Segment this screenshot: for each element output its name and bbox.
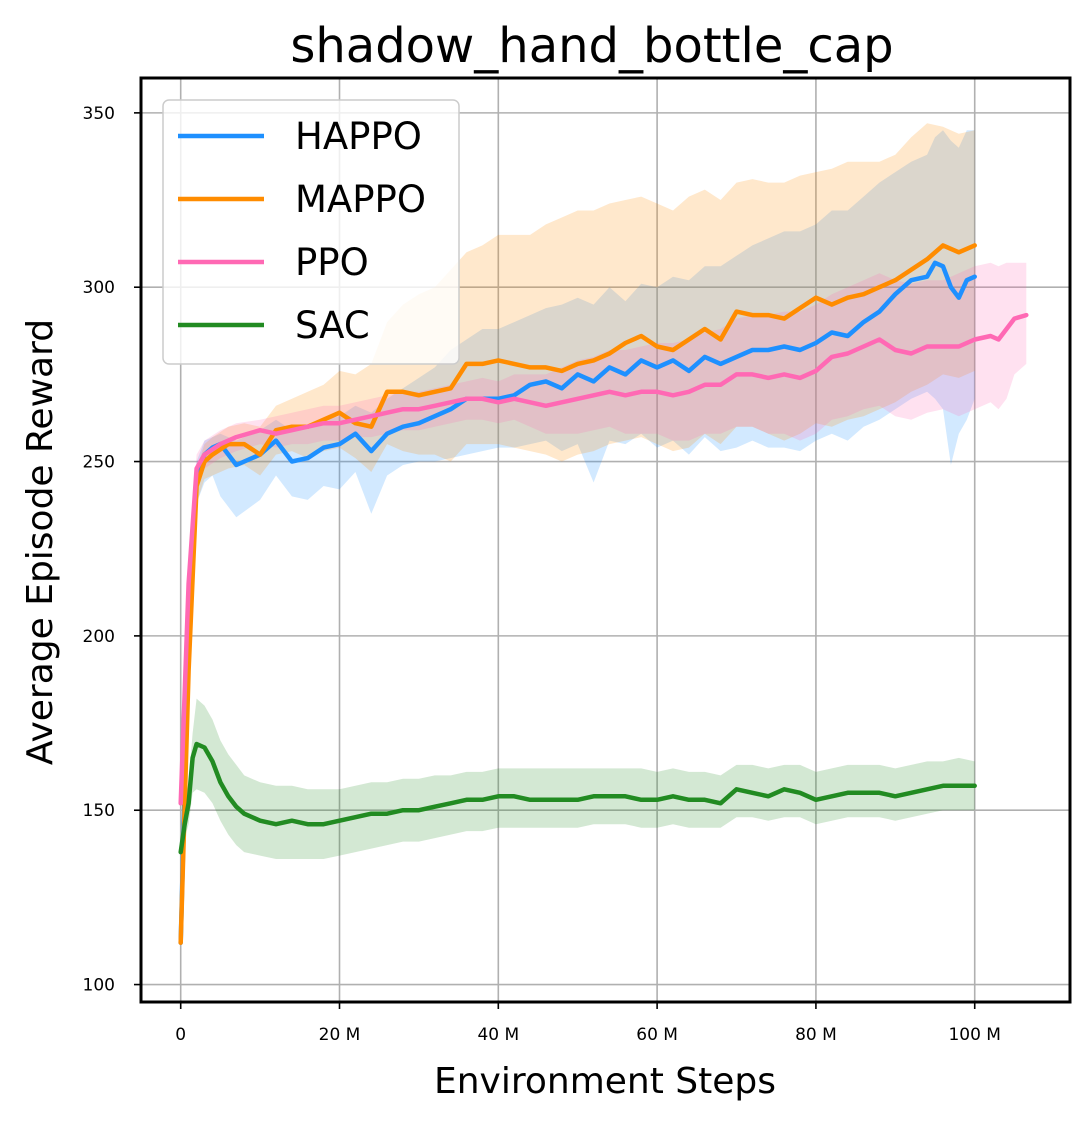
confidence-bands: [180, 123, 1027, 943]
grid-lines: [141, 78, 1070, 1002]
y-tick-label: 100: [83, 976, 115, 996]
y-axis-label: Average Episode Reward: [20, 319, 61, 765]
x-tick-label: 60 M: [636, 1025, 678, 1045]
x-axis-label: Environment Steps: [434, 1061, 776, 1102]
band-mappo: [180, 123, 975, 943]
y-tick-label: 300: [83, 278, 115, 298]
y-tick-label: 150: [83, 801, 115, 821]
plot-frame: [139, 76, 1072, 1004]
band-happo: [180, 130, 975, 943]
series-line-sac: [178, 741, 977, 855]
x-tick-label: 40 M: [477, 1025, 519, 1045]
y-tick-label: 350: [83, 104, 115, 124]
legend: HAPPO MAPPO PPO SAC: [162, 99, 460, 365]
x-tick-label: 80 M: [795, 1025, 837, 1045]
legend-label-happo: HAPPO: [295, 115, 422, 158]
x-tick-label: 20 M: [319, 1025, 361, 1045]
y-tick-label: 250: [83, 453, 115, 473]
legend-label-mappo: MAPPO: [295, 178, 426, 221]
band-sac: [180, 698, 975, 859]
series-line-mappo: [178, 243, 977, 945]
x-tick-label: 0: [175, 1025, 186, 1045]
legend-label-ppo: PPO: [295, 241, 369, 284]
band-ppo: [180, 262, 1027, 804]
series-line-ppo: [178, 312, 1029, 806]
y-tick-label: 200: [83, 627, 115, 647]
chart-title: shadow_hand_bottle_cap: [290, 18, 893, 74]
series-lines: [178, 243, 1029, 945]
legend-box: [162, 99, 460, 365]
x-tick-label: 100 M: [948, 1025, 1001, 1045]
series-line-happo: [178, 260, 977, 945]
legend-label-sac: SAC: [295, 304, 370, 347]
